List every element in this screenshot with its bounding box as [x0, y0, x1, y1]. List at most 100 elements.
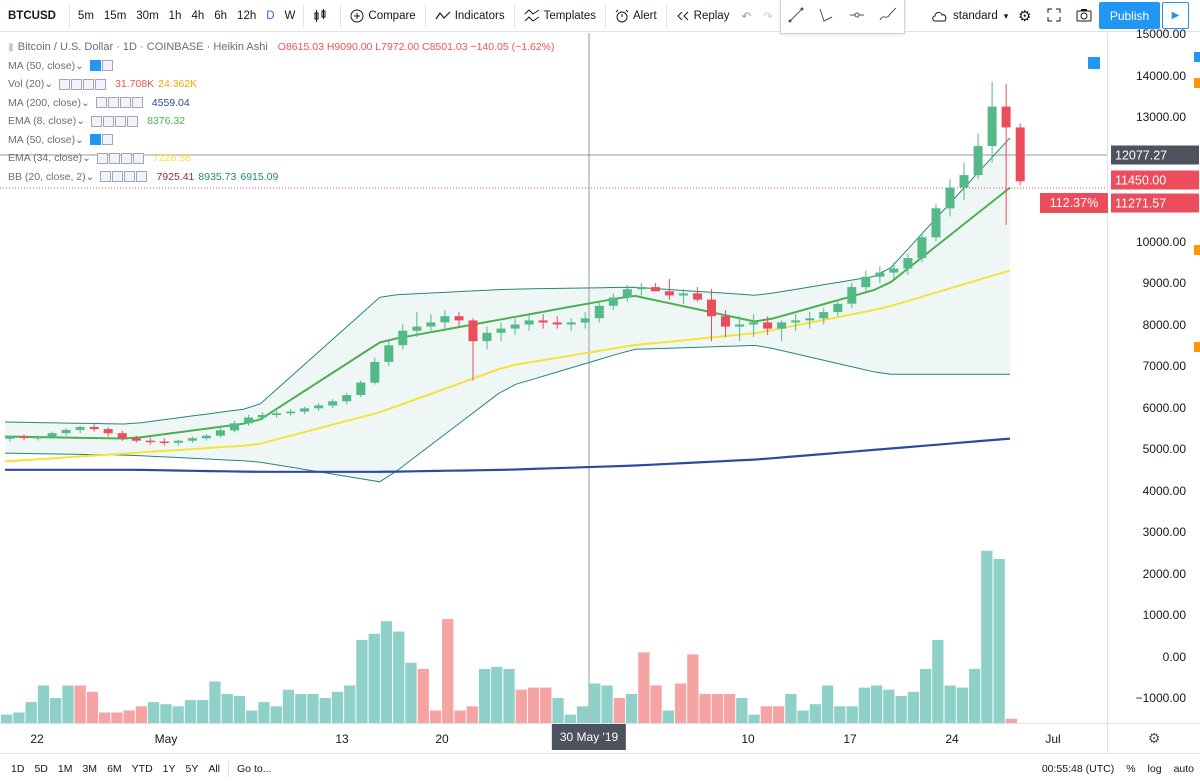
candle-body: [889, 268, 899, 273]
horizontal-line-icon[interactable]: [849, 7, 865, 26]
timeframe-1h[interactable]: 1h: [168, 9, 182, 22]
percent-toggle[interactable]: %: [1126, 763, 1136, 775]
trend-line-icon[interactable]: [788, 7, 804, 26]
legend-study-row[interactable]: Vol (20) ⌄ 31.708K 24.362K: [8, 75, 555, 94]
chart-pane[interactable]: [0, 33, 1107, 723]
timeframe-12h[interactable]: 12h: [237, 9, 257, 22]
timeframe-5m[interactable]: 5m: [77, 9, 94, 22]
settings-icon[interactable]: [108, 152, 120, 164]
chevron-down-icon[interactable]: ⌄: [82, 152, 91, 165]
timeframe-D[interactable]: D: [266, 9, 275, 22]
brush-icon[interactable]: [879, 7, 897, 26]
range-ytd[interactable]: YTD: [131, 762, 153, 775]
settings-icon[interactable]: [101, 134, 113, 146]
time-axis[interactable]: 22 May 13 20 10 17 24 Jul 30 May '19: [0, 723, 1107, 753]
source-icon[interactable]: [115, 115, 127, 127]
range-1y[interactable]: 1Y: [162, 762, 176, 775]
candle-body: [805, 318, 815, 321]
settings-icon[interactable]: [112, 171, 124, 183]
close-icon[interactable]: [95, 78, 106, 90]
legend-study-row[interactable]: MA (50, close) ⌄: [8, 57, 555, 76]
chevron-down-icon[interactable]: ⌄: [75, 133, 84, 146]
goto-button[interactable]: Go to...: [237, 762, 272, 775]
volume-bar: [834, 706, 846, 723]
legend-study-row[interactable]: MA (50, close) ⌄: [8, 131, 555, 150]
layout-button[interactable]: standard ▾: [925, 0, 1014, 32]
time-tick: 20: [435, 732, 449, 746]
eye-icon[interactable]: [100, 171, 112, 183]
volume-bar: [552, 698, 564, 723]
chart-canvas[interactable]: [0, 33, 1107, 723]
publish-button[interactable]: Publish: [1099, 2, 1160, 29]
range-1d[interactable]: 1D: [11, 762, 25, 775]
fullscreen-button[interactable]: [1041, 0, 1067, 32]
source-icon[interactable]: [119, 97, 131, 109]
close-icon[interactable]: [132, 152, 144, 164]
timeframe-4h[interactable]: 4h: [191, 9, 205, 22]
price-axis[interactable]: 15000.0014000.0013000.0012000.0011000.00…: [1107, 27, 1200, 723]
range-5d[interactable]: 5D: [34, 762, 48, 775]
source-icon[interactable]: [124, 171, 136, 183]
scroll-to-realtime-icon[interactable]: [1088, 57, 1100, 69]
eye-icon[interactable]: [89, 60, 101, 72]
replay-button[interactable]: Replay: [670, 0, 736, 32]
chevron-down-icon[interactable]: ⌄: [44, 78, 53, 91]
redo-button[interactable]: ↷: [757, 0, 779, 32]
eye-icon[interactable]: [59, 78, 70, 90]
legend-study-row[interactable]: BB (20, close, 2) ⌄ 7925.41 8935.73 6915.09: [8, 168, 555, 187]
legend-study-row[interactable]: EMA (34, close) ⌄ 7228.58: [8, 149, 555, 168]
layout-label: standard: [953, 10, 998, 22]
candle-body: [286, 411, 296, 414]
settings-icon[interactable]: [71, 78, 82, 90]
timeframe-15m[interactable]: 15m: [103, 9, 127, 22]
legend-study-row[interactable]: EMA (8, close) ⌄ 8376.32: [8, 112, 555, 131]
indicators-button[interactable]: Indicators: [429, 0, 511, 32]
compare-button[interactable]: Compare: [344, 0, 421, 32]
play-button[interactable]: ▶: [1162, 2, 1189, 29]
eye-icon[interactable]: [95, 97, 107, 109]
settings-icon[interactable]: [101, 60, 113, 72]
legend-study-row[interactable]: MA (200, close) ⌄ 4559.04: [8, 94, 555, 113]
range-1m[interactable]: 1M: [57, 762, 73, 775]
settings-icon[interactable]: [107, 97, 119, 109]
snapshot-button[interactable]: [1070, 0, 1098, 32]
candle-body: [566, 322, 576, 325]
range-5y[interactable]: 5Y: [185, 762, 199, 775]
range-6m[interactable]: 6M: [107, 762, 122, 775]
settings-button[interactable]: ⚙: [1012, 0, 1037, 32]
candle-body: [735, 324, 745, 327]
timeframe-6h[interactable]: 6h: [214, 9, 228, 22]
pitchfork-icon[interactable]: [818, 7, 834, 26]
chart-type-button[interactable]: [307, 0, 337, 32]
close-icon[interactable]: [127, 115, 139, 127]
undo-button[interactable]: ↶: [735, 0, 757, 32]
candle-body: [819, 312, 829, 319]
alert-button[interactable]: Alert: [609, 0, 663, 32]
chevron-down-icon[interactable]: ⌄: [76, 115, 86, 128]
study-buttons: [59, 78, 107, 90]
timeframe-W[interactable]: W: [284, 9, 296, 22]
close-icon[interactable]: [136, 171, 148, 183]
clock[interactable]: 00:55:48 (UTC): [1041, 763, 1115, 775]
eye-icon[interactable]: [96, 152, 108, 164]
settings-icon[interactable]: [103, 115, 115, 127]
symbol-search[interactable]: BTCUSD: [8, 9, 56, 22]
timeframe-30m[interactable]: 30m: [136, 9, 159, 22]
price-tick: −1000.00: [1135, 691, 1186, 705]
range-3m[interactable]: 3M: [82, 762, 98, 775]
eye-icon[interactable]: [89, 134, 101, 146]
study-buttons: [96, 152, 145, 164]
candle-body: [777, 322, 787, 329]
source-icon[interactable]: [120, 152, 132, 164]
eye-icon[interactable]: [91, 115, 103, 127]
templates-button[interactable]: Templates: [518, 0, 602, 32]
axis-settings-button[interactable]: ⚙: [1107, 723, 1200, 753]
source-icon[interactable]: [83, 78, 94, 90]
range-all[interactable]: All: [208, 762, 221, 775]
auto-toggle[interactable]: auto: [1173, 763, 1194, 775]
chevron-down-icon[interactable]: ⌄: [80, 96, 90, 109]
chevron-down-icon[interactable]: ⌄: [75, 59, 84, 72]
log-toggle[interactable]: log: [1147, 763, 1162, 775]
chevron-down-icon[interactable]: ⌄: [85, 170, 95, 183]
close-icon[interactable]: [131, 97, 143, 109]
